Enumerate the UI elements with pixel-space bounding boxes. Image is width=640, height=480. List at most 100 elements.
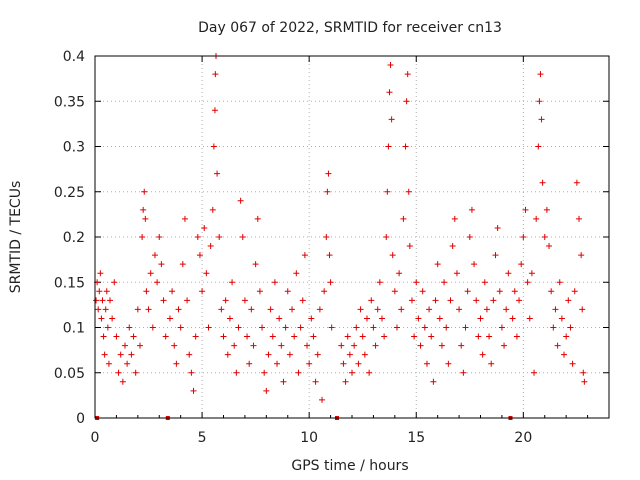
y-tick-label: 0.2 <box>63 230 85 246</box>
y-tick-label: 0.35 <box>54 94 85 110</box>
data-point <box>126 324 133 331</box>
data-point <box>237 197 244 204</box>
data-point <box>254 215 261 222</box>
data-point <box>162 333 169 340</box>
data-point <box>344 333 351 340</box>
data-point <box>194 234 201 240</box>
data-point <box>102 306 109 313</box>
data-point <box>265 351 272 358</box>
data-point <box>441 279 448 286</box>
data-point <box>481 279 488 286</box>
data-point <box>132 369 139 376</box>
data-point <box>308 315 315 322</box>
data-point <box>101 351 108 358</box>
data-point <box>203 270 210 277</box>
data-point <box>190 387 197 394</box>
data-point <box>246 360 253 367</box>
data-point <box>503 306 510 313</box>
data-point <box>160 297 167 304</box>
data-point <box>145 306 152 313</box>
data-point <box>578 252 585 259</box>
data-point <box>342 378 349 385</box>
data-point <box>447 297 454 304</box>
data-point <box>205 324 212 331</box>
data-point <box>314 351 321 358</box>
data-point <box>186 351 193 358</box>
data-point <box>434 261 441 268</box>
data-point <box>169 288 176 295</box>
data-point <box>121 342 128 349</box>
data-point <box>156 234 163 240</box>
data-point <box>325 170 332 177</box>
data-point <box>563 333 570 340</box>
data-point <box>289 306 296 313</box>
data-point <box>404 71 411 78</box>
data-point <box>299 297 306 304</box>
data-point <box>263 387 270 394</box>
data-point <box>233 369 240 376</box>
data-point <box>436 315 443 322</box>
data-point <box>181 215 188 222</box>
data-point <box>456 306 463 313</box>
data-point <box>97 270 104 277</box>
data-point <box>312 378 319 385</box>
data-point <box>492 252 499 259</box>
data-point <box>535 143 542 150</box>
data-point <box>128 351 135 358</box>
data-point <box>558 315 565 322</box>
data-point <box>370 324 377 331</box>
data-point <box>295 369 302 376</box>
data-point <box>355 360 362 367</box>
data-point <box>346 351 353 358</box>
x-tick-label: 10 <box>300 430 318 446</box>
chart-title: Day 067 of 2022, SRMTID for receiver cn1… <box>198 20 502 36</box>
data-point <box>218 306 225 313</box>
data-point <box>284 288 291 295</box>
data-point <box>567 324 574 331</box>
data-point <box>423 360 430 367</box>
data-point <box>546 243 553 250</box>
data-point <box>386 89 393 96</box>
data-point <box>222 297 229 304</box>
data-point <box>402 143 409 150</box>
data-point <box>111 279 118 286</box>
data-point <box>488 360 495 367</box>
data-point <box>462 324 469 331</box>
data-point <box>387 62 394 69</box>
data-point <box>385 143 392 150</box>
data-point <box>400 215 407 222</box>
data-point <box>214 170 221 177</box>
data-point <box>351 342 358 349</box>
data-point <box>528 270 535 277</box>
data-point <box>464 288 471 295</box>
data-point <box>113 333 120 340</box>
data-point <box>220 333 227 340</box>
data-point <box>154 279 161 286</box>
data-point <box>357 306 364 313</box>
data-point <box>201 224 208 231</box>
data-point <box>188 369 195 376</box>
data-point <box>366 369 373 376</box>
data-point <box>359 333 366 340</box>
data-point <box>372 342 379 349</box>
data-point <box>192 333 199 340</box>
data-point <box>271 279 278 286</box>
data-point <box>241 297 248 304</box>
x-tick-label: 0 <box>91 430 100 446</box>
data-point <box>353 324 360 331</box>
data-point <box>106 297 113 304</box>
data-point <box>381 333 388 340</box>
data-point <box>421 324 428 331</box>
data-point <box>278 342 285 349</box>
data-point <box>477 315 484 322</box>
data-point <box>374 306 381 313</box>
data-point <box>486 333 493 340</box>
data-point <box>460 369 467 376</box>
data-point <box>248 306 255 313</box>
data-point <box>522 206 529 213</box>
data-point <box>216 234 223 240</box>
data-point <box>143 288 150 295</box>
data-point <box>319 396 326 403</box>
data-point <box>405 188 412 195</box>
